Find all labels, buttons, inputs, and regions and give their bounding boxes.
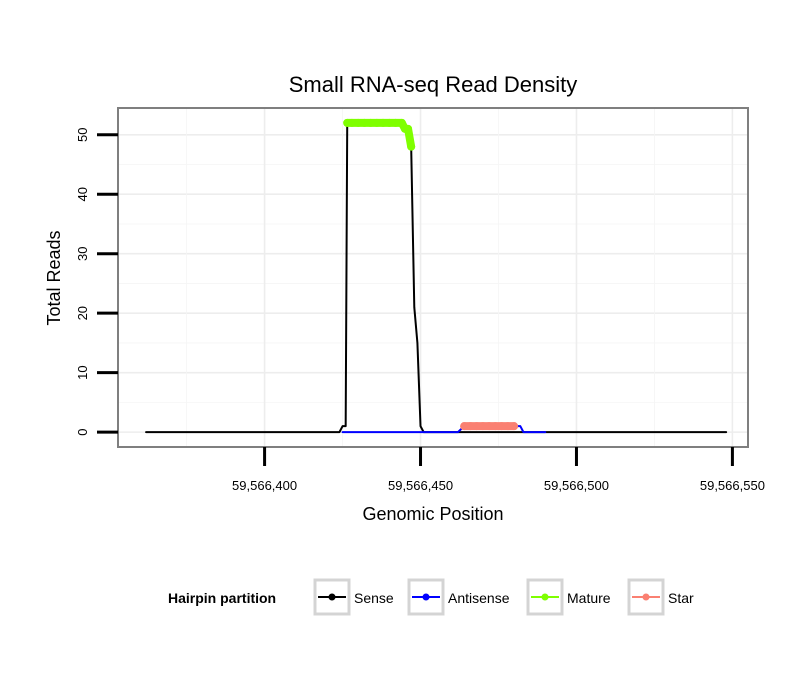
data-point-mature (404, 124, 413, 133)
legend-item-antisense: Antisense (407, 578, 510, 616)
data-point-star (491, 422, 500, 431)
legend-item-star: Star (627, 578, 694, 616)
legend-title: Hairpin partition (168, 590, 276, 606)
x-tick-label: 59,566,550 (700, 478, 765, 493)
data-point-star (497, 422, 506, 431)
chart-title: Small RNA-seq Read Density (289, 72, 578, 97)
y-tick-label: 20 (75, 306, 90, 320)
data-point-star (472, 422, 481, 431)
legend-label: Star (668, 590, 694, 606)
data-point-mature (397, 118, 406, 127)
y-tick-label: 30 (75, 246, 90, 260)
series-layer (145, 118, 728, 434)
legend-item-sense: Sense (313, 578, 394, 616)
data-point-mature (391, 118, 400, 127)
legend: Hairpin partition Sense Antisense Mature St… (168, 578, 694, 616)
data-point-star (460, 422, 469, 431)
legend-item-mature: Mature (526, 578, 611, 616)
data-point-mature (407, 142, 416, 151)
data-point-mature (366, 118, 375, 127)
data-point-mature (372, 118, 381, 127)
y-tick-label: 50 (75, 128, 90, 142)
data-point-mature (379, 118, 388, 127)
y-tick-label: 40 (75, 187, 90, 201)
legend-label: Antisense (448, 590, 510, 606)
data-point-star (510, 422, 519, 431)
gridlines (118, 108, 748, 447)
legend-label: Sense (354, 590, 394, 606)
data-point-star (485, 422, 494, 431)
legend-key-point (642, 593, 650, 601)
data-point-mature (347, 118, 356, 127)
plot-panel-background (118, 108, 748, 447)
data-point-mature (354, 118, 363, 127)
x-axis-title: Genomic Position (362, 504, 503, 524)
legend-key-point (328, 593, 336, 601)
data-point-mature (385, 118, 394, 127)
data-point-star (478, 422, 487, 431)
plot-panel-border (117, 107, 749, 448)
data-point-mature (360, 118, 369, 127)
data-point-star (503, 422, 512, 431)
legend-key-point (541, 593, 549, 601)
x-tick-label: 59,566,400 (232, 478, 297, 493)
x-tick-label: 59,566,500 (544, 478, 609, 493)
x-tick-label: 59,566,450 (388, 478, 453, 493)
legend-key-point (422, 593, 430, 601)
y-tick-label: 0 (75, 429, 90, 436)
plot-panel (118, 108, 748, 447)
y-tick-label: 10 (75, 365, 90, 379)
axes: 0 10 20 30 40 50 59,566,400 59,566,450 59,566,50… (75, 107, 765, 493)
data-point-star (466, 422, 475, 431)
y-axis-title: Total Reads (44, 230, 64, 325)
legend-label: Mature (567, 590, 611, 606)
